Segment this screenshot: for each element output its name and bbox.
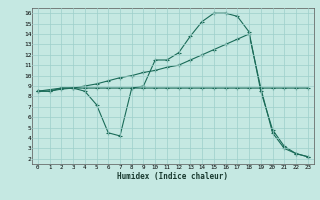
X-axis label: Humidex (Indice chaleur): Humidex (Indice chaleur) [117, 172, 228, 181]
